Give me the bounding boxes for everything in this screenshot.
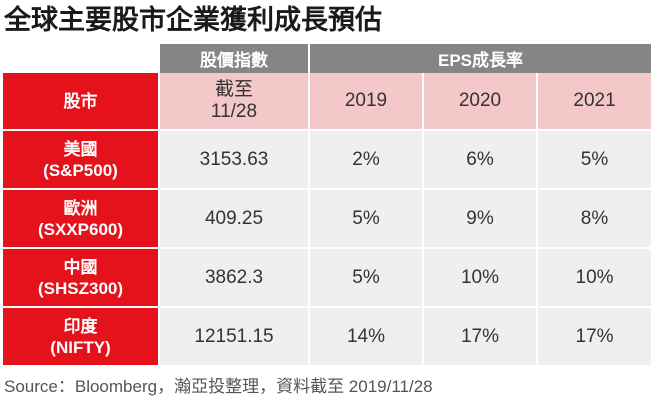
eps-growth-header: EPS成長率 [308,44,652,73]
eps-2019-cell: 5% [308,249,422,308]
market-code: (NIFTY) [50,337,111,357]
table-title: 全球主要股市企業獲利成長預估 [4,5,382,35]
market-name-cell: 歐洲 (SXXP600) [3,190,158,249]
subheader-row: 股市 截至 11/28 2019 2020 2021 [3,73,652,131]
market-code: (S&P500) [43,160,118,180]
price-date-line1: 截至 [214,79,253,100]
year-header-2021: 2021 [536,73,652,131]
year-header-2020: 2020 [422,73,536,131]
eps-2020-cell: 10% [422,249,536,308]
eps-2021-cell: 10% [536,249,652,308]
eps-2019-cell: 5% [308,190,422,249]
price-index-header: 股價指數 [158,44,308,73]
price-date-header: 截至 11/28 [158,73,308,131]
market-label: 股市 [3,73,158,131]
table-row: 歐洲 (SXXP600) 409.25 5% 9% 8% [3,190,652,249]
earnings-growth-table: 股價指數 EPS成長率 股市 截至 11/28 2019 2020 2021 美… [3,44,652,367]
eps-2019-cell: 14% [308,308,422,367]
price-cell: 12151.15 [158,308,308,367]
table-row: 美國 (S&P500) 3153.63 2% 6% 5% [3,131,652,190]
group-header-row: 股價指數 EPS成長率 [3,44,652,73]
table-row: 印度 (NIFTY) 12151.15 14% 17% 17% [3,308,652,367]
market-code: (SXXP600) [37,219,124,239]
market-name: 印度 [63,316,98,336]
eps-2019-cell: 2% [308,131,422,190]
price-cell: 409.25 [158,190,308,249]
market-name-cell: 印度 (NIFTY) [3,308,158,367]
market-name: 中國 [63,257,98,277]
eps-2020-cell: 9% [422,190,536,249]
year-header-2019: 2019 [308,73,422,131]
market-name-cell: 中國 (SHSZ300) [3,249,158,308]
eps-2020-cell: 6% [422,131,536,190]
eps-2021-cell: 8% [536,190,652,249]
market-name-cell: 美國 (S&P500) [3,131,158,190]
market-code: (SHSZ300) [37,278,124,298]
price-cell: 3862.3 [158,249,308,308]
eps-2021-cell: 5% [536,131,652,190]
eps-2021-cell: 17% [536,308,652,367]
market-name: 美國 [63,139,98,159]
header-blank-cell [3,44,158,73]
price-cell: 3153.63 [158,131,308,190]
price-date-line2: 11/28 [210,101,258,122]
eps-2020-cell: 17% [422,308,536,367]
market-name: 歐洲 [63,198,98,218]
table-row: 中國 (SHSZ300) 3862.3 5% 10% 10% [3,249,652,308]
source-note: Source：Bloomberg，瀚亞投整理，資料截至 2019/11/28 [4,377,433,396]
